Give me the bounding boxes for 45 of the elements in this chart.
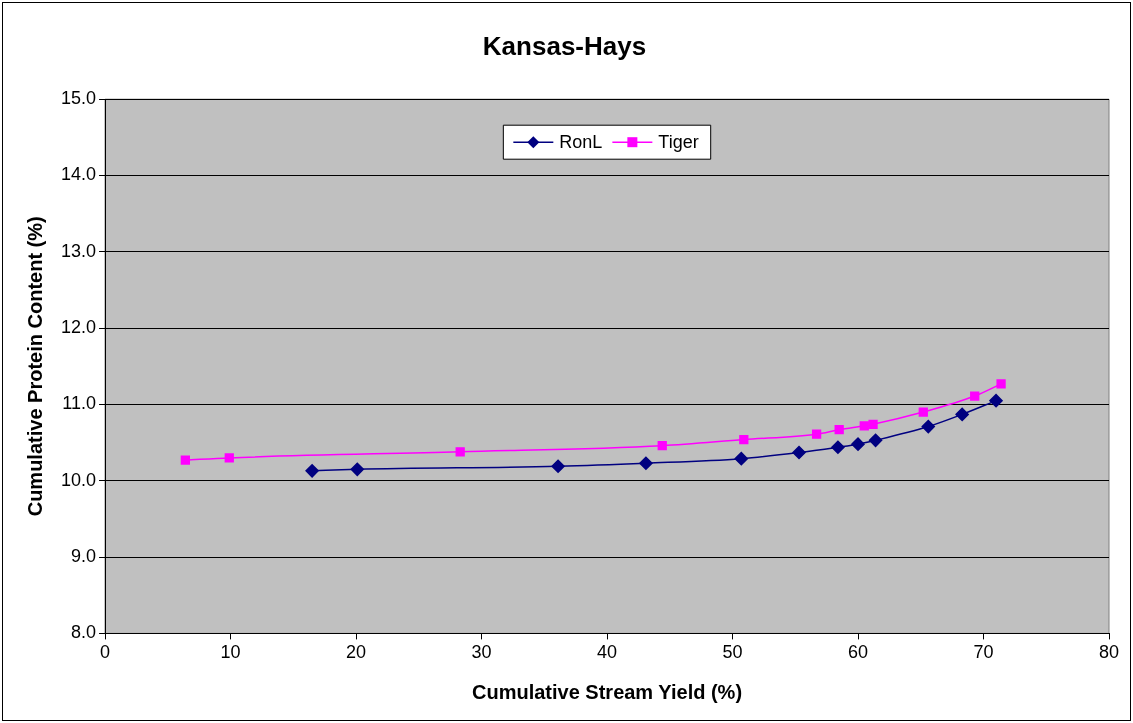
point [970,391,980,401]
point [834,425,844,435]
y-tick-label: 15.0 [60,88,97,109]
y-tick-label: 14.0 [60,164,97,185]
legend-label: Tiger [658,132,699,153]
x-tick-label: 80 [1098,642,1120,663]
point [868,419,878,429]
point [350,462,365,477]
point [639,456,653,470]
y-tick-label: 11.0 [62,393,97,414]
point [811,429,822,439]
x-axis-title: Cumulative Stream Yield (%) [471,680,743,703]
point [851,437,865,451]
y-tick-label: 10.0 [60,469,97,490]
point [918,407,928,417]
point [739,434,749,445]
point [989,393,1003,408]
point [305,464,319,478]
point [180,455,190,465]
point [657,441,667,451]
y-tick-label: 13.0 [60,240,97,261]
x-tick-label: 60 [847,642,869,663]
point [955,407,969,422]
point [455,447,465,457]
x-tick-label: 70 [973,642,994,663]
point [734,451,749,466]
y-tick-label: 8.0 [71,622,97,643]
point [996,379,1006,389]
point [792,445,806,460]
y-axis-title: Cumulative Protein Content (%) [23,216,46,517]
point [224,453,234,463]
point [551,459,565,474]
x-tick-label: 30 [471,642,492,663]
point [868,433,883,448]
legend-label: RonL [559,132,603,153]
chart-title: Kansas-Hays [482,30,647,61]
x-tick-label: 10 [220,642,241,663]
x-tick-label: 40 [597,642,618,663]
x-tick-label: 20 [346,642,367,663]
x-tick-label: 0 [100,642,111,663]
point [921,419,936,434]
y-tick-label: 9.0 [71,546,97,567]
y-tick-label: 12.0 [60,317,97,338]
x-tick-label: 50 [722,642,743,663]
point [831,440,845,454]
